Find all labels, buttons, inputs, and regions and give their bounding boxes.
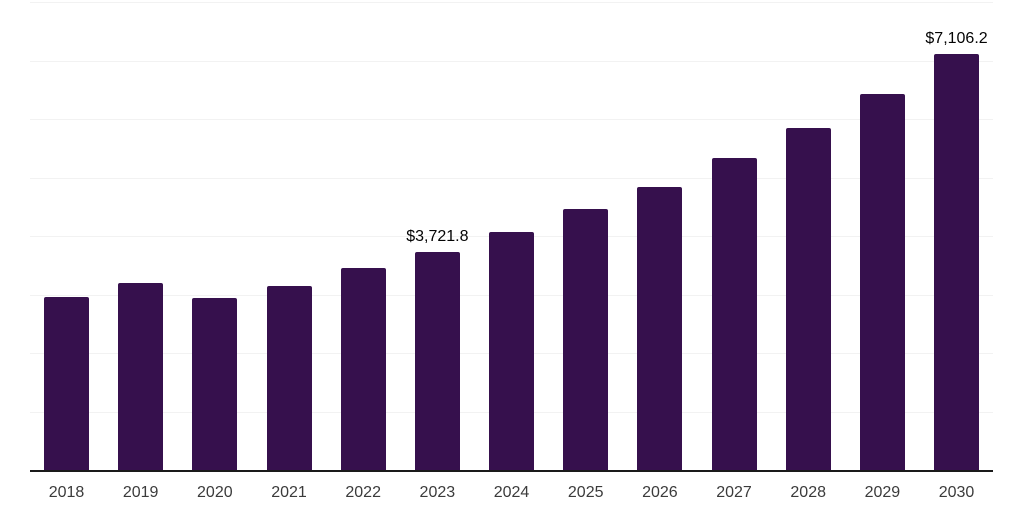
gridline-5000 bbox=[30, 177, 993, 179]
data-label-2030: $7,106.2 bbox=[925, 30, 988, 48]
bar-2024 bbox=[489, 232, 535, 470]
bar-2028 bbox=[785, 128, 831, 470]
x-tick-2021: 2021 bbox=[271, 484, 307, 501]
bar-2021 bbox=[266, 286, 312, 470]
x-tick-2027: 2027 bbox=[716, 484, 752, 501]
bar-2026 bbox=[637, 186, 683, 470]
x-tick-2026: 2026 bbox=[642, 484, 678, 501]
x-tick-2029: 2029 bbox=[864, 484, 901, 501]
gridline-6000 bbox=[30, 119, 993, 120]
data-label-2023: $3,721.8 bbox=[406, 228, 469, 246]
bar-2020 bbox=[192, 298, 238, 470]
gridline-7000 bbox=[30, 60, 993, 62]
bar-2023 bbox=[414, 252, 460, 470]
bar-2019 bbox=[118, 283, 164, 470]
x-axis-tick-labels: 2018 2019 2020 2021 2022 2023 2024 2025 2026 2027… bbox=[30, 484, 993, 506]
x-tick-2025: 2025 bbox=[567, 484, 604, 501]
bar-2025 bbox=[563, 209, 609, 470]
bar-2030 bbox=[934, 54, 980, 470]
x-tick-2024: 2024 bbox=[493, 484, 530, 501]
x-tick-2018: 2018 bbox=[48, 484, 85, 501]
x-tick-2022: 2022 bbox=[345, 484, 381, 501]
x-tick-2019: 2019 bbox=[122, 484, 159, 501]
bar-2027 bbox=[711, 157, 757, 470]
x-tick-2023: 2023 bbox=[419, 484, 456, 501]
bar-2022 bbox=[340, 268, 386, 470]
x-tick-2028: 2028 bbox=[790, 484, 826, 501]
bar-2018 bbox=[44, 297, 89, 470]
gridline-8000 bbox=[30, 2, 993, 3]
bar-2029 bbox=[859, 93, 905, 470]
x-tick-2020: 2020 bbox=[197, 484, 233, 501]
x-tick-2030: 2030 bbox=[938, 484, 975, 501]
plot-area: $3,721.8 $7,106.2 bbox=[30, 2, 993, 472]
